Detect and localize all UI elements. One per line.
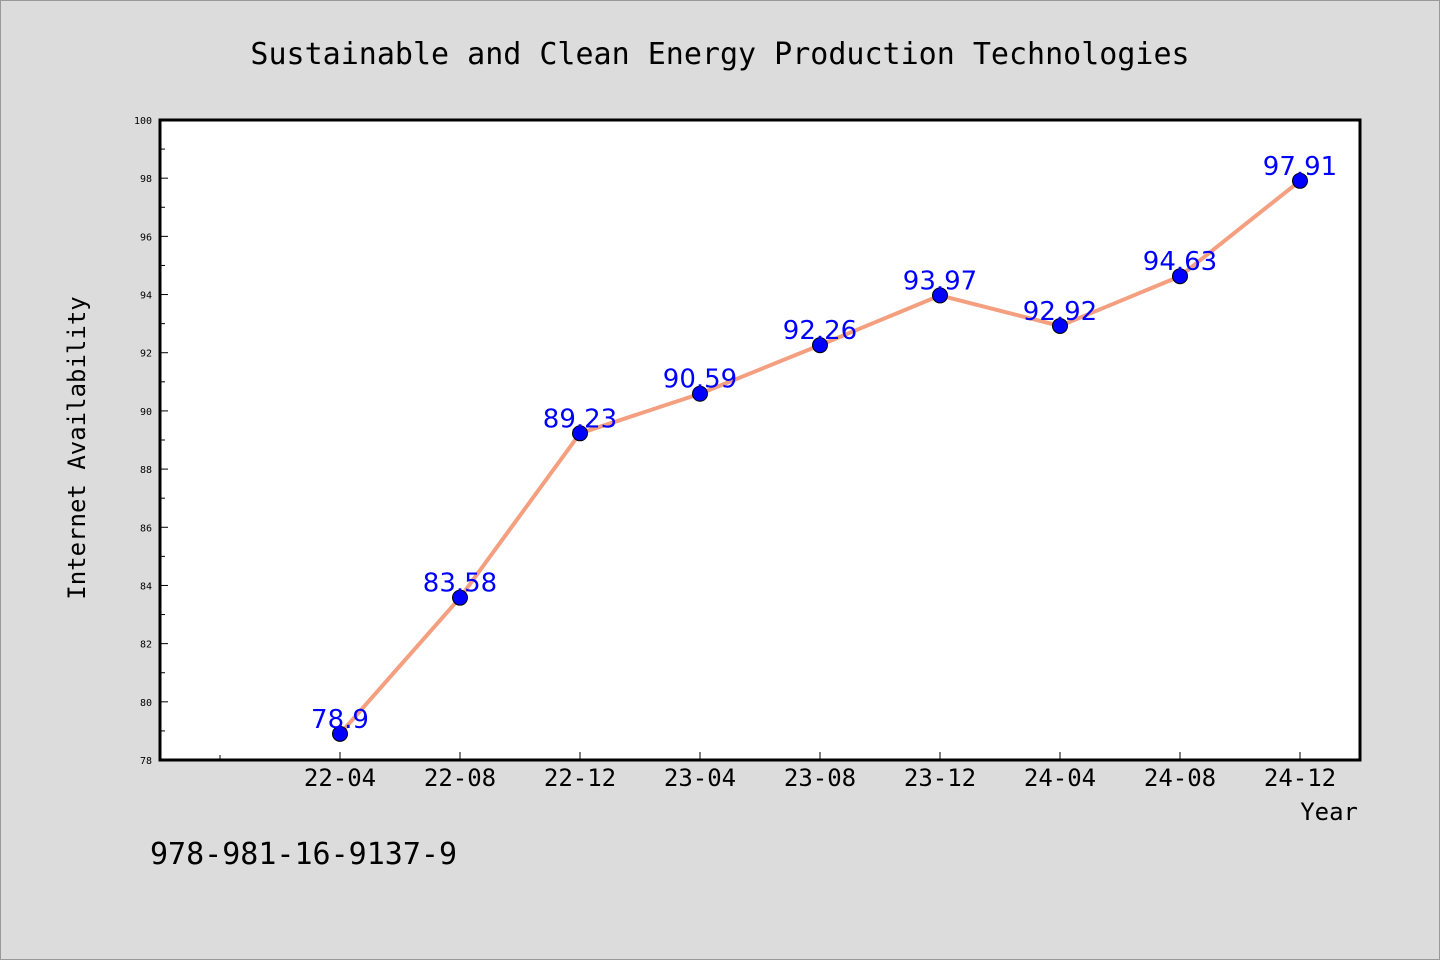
x-axis-ticks: 22-04 22-08 22-12 23-04 23-08 23-12 24-04 24-08… [219, 752, 1336, 792]
y-tick-label: 94 [140, 291, 152, 302]
data-label: 92.26 [783, 316, 857, 346]
y-tick-label: 98 [140, 174, 152, 185]
data-labels: 78.9 83.58 89.23 90.59 92.26 93.97 92.92 94.63 9… [311, 152, 1337, 735]
x-tick-label: 23-04 [664, 764, 736, 792]
y-tick-label: 80 [140, 698, 152, 709]
data-label: 94.63 [1143, 247, 1217, 277]
y-axis-label: Internet Availability [63, 296, 91, 599]
data-point [452, 589, 468, 606]
x-tick-label: 24-12 [1264, 764, 1336, 792]
data-label: 93.97 [903, 266, 977, 296]
data-point [1292, 172, 1308, 189]
data-point [692, 385, 708, 402]
y-axis-ticks: 78 80 82 84 86 88 90 92 94 96 98 100 [134, 116, 168, 767]
y-tick-label: 86 [140, 523, 152, 534]
y-tick-label: 84 [140, 581, 152, 592]
data-point [572, 425, 588, 442]
y-tick-label: 90 [140, 407, 152, 418]
series-markers [332, 172, 1308, 742]
footnote-isbn: 978-981-16-9137-9 [150, 837, 457, 872]
y-tick-label: 92 [140, 349, 152, 360]
data-point [812, 337, 828, 354]
x-tick-label: 24-04 [1024, 764, 1096, 792]
data-label: 97.91 [1263, 152, 1337, 182]
y-tick-label: 78 [140, 756, 152, 767]
x-tick-label: 22-08 [424, 764, 496, 792]
data-label: 92.92 [1023, 297, 1097, 327]
x-axis-label: Year [1300, 798, 1358, 826]
plot-area [158, 118, 1362, 762]
x-tick-label: 22-12 [544, 764, 616, 792]
x-tick-label: 22-04 [304, 764, 376, 792]
data-label: 78.9 [311, 705, 369, 735]
x-tick-label: 23-12 [904, 764, 976, 792]
data-label: 83.58 [423, 569, 497, 599]
x-tick-label: 24-08 [1144, 764, 1216, 792]
y-tick-label: 100 [134, 116, 152, 127]
data-label: 90.59 [663, 365, 737, 395]
data-point [1172, 268, 1188, 285]
data-point [332, 725, 348, 742]
y-tick-label: 88 [140, 465, 152, 476]
chart-title: Sustainable and Clean Energy Production … [250, 37, 1189, 72]
data-point [1052, 317, 1068, 334]
y-tick-label: 82 [140, 640, 152, 651]
y-tick-label: 96 [140, 232, 152, 243]
data-label: 89.23 [543, 404, 617, 434]
x-tick-label: 23-08 [784, 764, 856, 792]
data-point [932, 287, 948, 304]
